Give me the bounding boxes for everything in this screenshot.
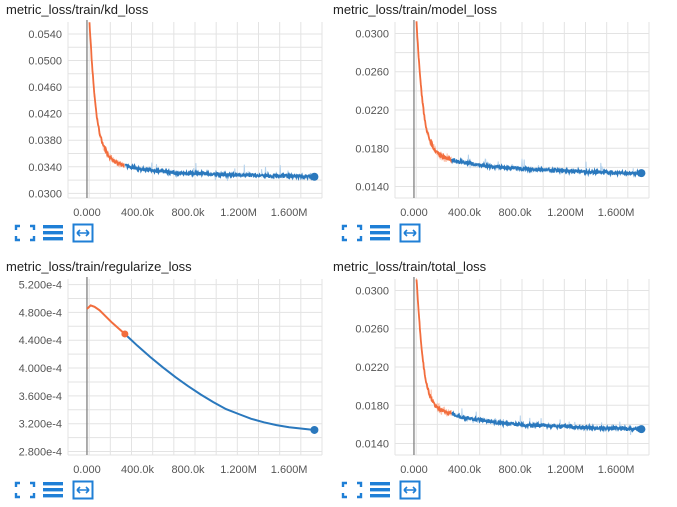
last-point-marker xyxy=(310,425,319,434)
y-tick-label: 0.0300 xyxy=(355,285,389,297)
series-line-recent xyxy=(88,22,125,168)
fullscreen-icon[interactable] xyxy=(341,480,363,500)
y-tick-label: 0.0220 xyxy=(355,362,389,374)
grid xyxy=(67,279,323,456)
fullscreen-icon[interactable] xyxy=(341,223,363,243)
chart-title: metric_loss/train/model_loss xyxy=(333,2,498,17)
x-tick-label: 400.0k xyxy=(448,207,482,219)
y-tick-label: 4.000e-4 xyxy=(19,363,62,375)
y-tick-label: 0.0300 xyxy=(355,28,389,40)
x-tick-label: 1.200M xyxy=(220,207,257,219)
y-tick-label: 0.0220 xyxy=(355,105,389,117)
x-tick-label: 1.200M xyxy=(220,464,257,476)
x-tick-label: 1.600M xyxy=(271,207,308,219)
fullscreen-icon-glyph xyxy=(341,224,363,242)
list-icon-glyph xyxy=(43,225,63,241)
y-tick-label: 0.0260 xyxy=(355,324,389,336)
y-tick-label: 0.0420 xyxy=(28,109,62,121)
y-tick-label: 0.0340 xyxy=(28,162,62,174)
fit-domain-icon-glyph xyxy=(399,223,421,243)
x-tick-label: 0.000 xyxy=(73,464,101,476)
x-tick-label: 400.0k xyxy=(448,464,482,476)
last-point-marker xyxy=(310,172,319,181)
list-icon-glyph xyxy=(370,225,390,241)
list-icon[interactable] xyxy=(369,480,391,500)
y-tick-label: 4.800e-4 xyxy=(19,307,62,319)
y-tick-label: 0.0380 xyxy=(28,135,62,147)
chart-title: metric_loss/train/regularize_loss xyxy=(6,259,192,274)
x-tick-label: 0.000 xyxy=(73,207,101,219)
list-icon-glyph xyxy=(43,482,63,498)
list-icon[interactable] xyxy=(42,480,64,500)
y-tick-label: 0.0500 xyxy=(28,56,62,68)
fit-domain-icon-glyph xyxy=(72,223,94,243)
y-tick-label: 0.0540 xyxy=(28,29,62,41)
x-tick-label: 800.0k xyxy=(499,207,533,219)
chart-plot: 0.0140 0.0180 0.0220 0.0260 0.0300 0.000 400.0… xyxy=(355,277,650,476)
highlight-point xyxy=(121,330,129,338)
last-point-marker xyxy=(637,169,646,178)
chart-panel: metric_loss/train/regularize_loss 2.800e… xyxy=(0,257,330,507)
x-tick-label: 1.600M xyxy=(271,464,308,476)
series-line-recent xyxy=(86,304,126,335)
series-line-smoothed xyxy=(451,156,643,178)
chart-plot: 0.0140 0.0180 0.0220 0.0260 0.0300 0.000 400.0… xyxy=(355,20,650,219)
y-tick-label: 5.200e-4 xyxy=(19,280,62,292)
x-tick-label: 1.600M xyxy=(598,464,635,476)
fit-domain-icon[interactable] xyxy=(399,480,421,500)
y-tick-label: 2.800e-4 xyxy=(19,447,62,459)
chart-panel: metric_loss/train/total_loss 0.0140 0.018… xyxy=(327,257,657,507)
y-tick-label: 0.0180 xyxy=(355,143,389,155)
fullscreen-icon[interactable] xyxy=(14,223,36,243)
chart-plot: 0.0300 0.0340 0.0380 0.0420 0.0460 0.0500 0.05… xyxy=(28,20,323,219)
y-tick-label: 0.0140 xyxy=(355,439,389,451)
y-tick-label: 4.400e-4 xyxy=(19,335,62,347)
x-tick-label: 1.600M xyxy=(598,207,635,219)
chart-panel: metric_loss/train/model_loss 0.0140 0.018… xyxy=(327,0,657,250)
list-icon[interactable] xyxy=(42,223,64,243)
chart-panel: metric_loss/train/kd_loss 0.0300 0.0340 0.… xyxy=(0,0,330,250)
x-tick-label: 400.0k xyxy=(121,207,155,219)
fullscreen-icon[interactable] xyxy=(14,480,36,500)
fullscreen-icon-glyph xyxy=(341,481,363,499)
x-tick-label: 0.000 xyxy=(400,464,428,476)
fit-domain-icon[interactable] xyxy=(399,223,421,243)
fit-domain-icon[interactable] xyxy=(72,223,94,243)
fit-domain-icon-glyph xyxy=(72,480,94,500)
fit-domain-icon[interactable] xyxy=(72,480,94,500)
y-tick-label: 3.600e-4 xyxy=(19,391,62,403)
x-tick-label: 0.000 xyxy=(400,207,428,219)
x-tick-label: 400.0k xyxy=(121,464,155,476)
y-tick-label: 0.0140 xyxy=(355,182,389,194)
x-tick-label: 1.200M xyxy=(547,464,584,476)
y-tick-label: 0.0300 xyxy=(28,188,62,200)
y-tick-label: 3.200e-4 xyxy=(19,419,62,431)
x-tick-label: 800.0k xyxy=(172,207,206,219)
y-tick-label: 0.0460 xyxy=(28,82,62,94)
fullscreen-icon-glyph xyxy=(14,481,36,499)
series-line-smoothed xyxy=(124,163,316,182)
fit-domain-icon-glyph xyxy=(399,480,421,500)
y-tick-label: 0.0260 xyxy=(355,67,389,79)
chart-title: metric_loss/train/total_loss xyxy=(333,259,487,274)
x-tick-label: 1.200M xyxy=(547,207,584,219)
x-tick-label: 800.0k xyxy=(499,464,533,476)
chart-plot: 2.800e-4 3.200e-4 3.600e-4 4.000e-4 4.400e-4… xyxy=(19,277,323,476)
fullscreen-icon-glyph xyxy=(14,224,36,242)
chart-title: metric_loss/train/kd_loss xyxy=(6,2,149,17)
x-tick-label: 800.0k xyxy=(172,464,206,476)
series-line-recent xyxy=(415,21,453,164)
last-point-marker xyxy=(637,425,646,434)
series-line-smoothed xyxy=(124,333,315,431)
list-icon[interactable] xyxy=(369,223,391,243)
list-icon-glyph xyxy=(370,482,390,498)
series-line-smoothed xyxy=(451,410,643,433)
series-line-recent xyxy=(415,279,453,417)
y-tick-label: 0.0180 xyxy=(355,400,389,412)
